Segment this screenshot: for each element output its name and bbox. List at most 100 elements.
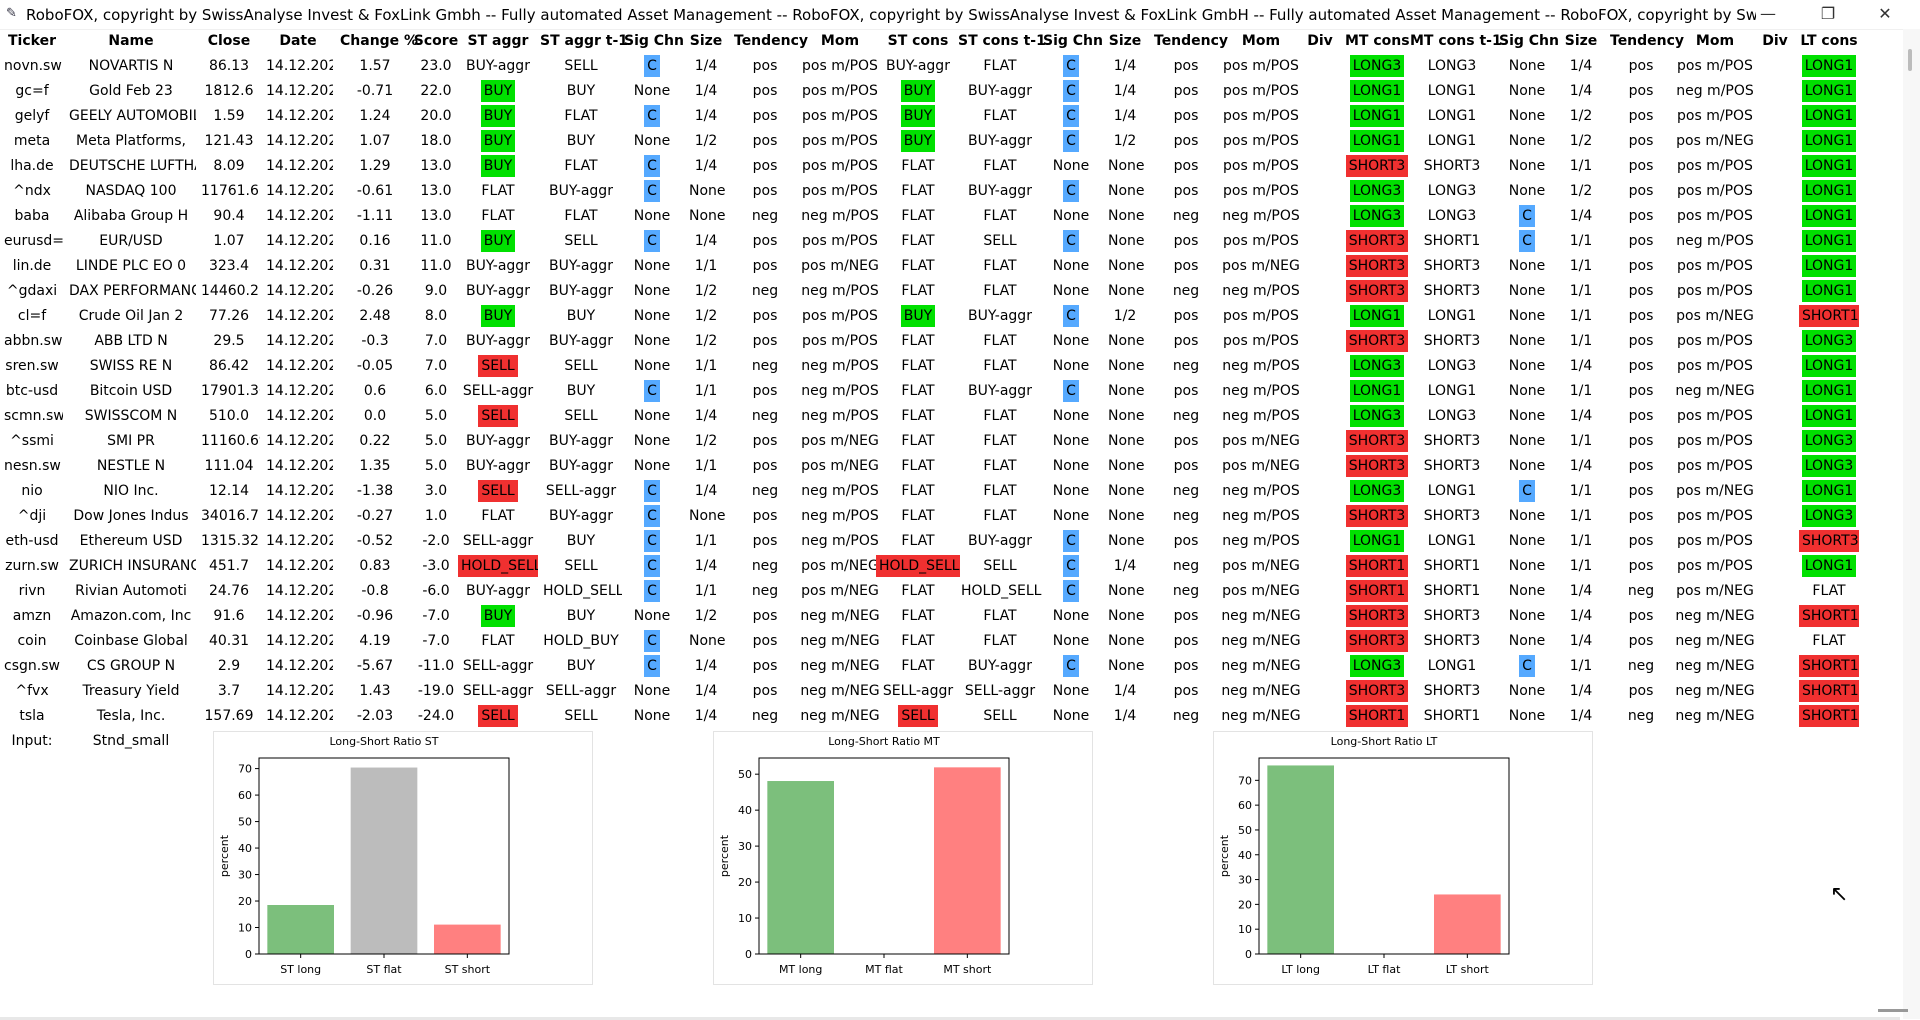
table-row[interactable]: eurusd=xEUR/USD1.0714.12.20220.1611.0BUY… xyxy=(0,229,1900,254)
cell-value: None xyxy=(633,433,671,449)
horizontal-scrollbar[interactable] xyxy=(0,1017,1900,1020)
cell-name: Crude Oil Jan 2 xyxy=(66,304,196,329)
cell-close: 8.09 xyxy=(198,154,260,179)
cell-st-cons-t-1: FLAT xyxy=(958,254,1042,279)
minimize-button[interactable]: — xyxy=(1760,4,1776,23)
cell-value: None xyxy=(1508,133,1546,149)
horizontal-scroll-thumb[interactable] xyxy=(1878,1009,1908,1012)
cell-div xyxy=(1305,504,1335,529)
cell-value: baba xyxy=(14,208,50,224)
cell-div xyxy=(1305,554,1335,579)
cell-value: ^dji xyxy=(17,508,47,524)
cell-size: 1/4 xyxy=(686,654,726,679)
cell-tendency: pos xyxy=(734,304,796,329)
cell-value: FLAT xyxy=(901,508,935,524)
cell-close: 1812.6 xyxy=(198,79,260,104)
cell-value: pos xyxy=(1173,333,1199,349)
cell-value: 1.24 xyxy=(359,108,391,124)
cell-value: pos m/POS xyxy=(802,83,878,99)
cell-mom: pos m/POS xyxy=(1216,54,1306,79)
cell-div xyxy=(1760,479,1790,504)
cell-value: None xyxy=(1508,108,1546,124)
cell-score: 9.0 xyxy=(413,279,459,304)
cell-lt-cons: LONG3 xyxy=(1799,454,1859,479)
cell-st-aggr: FLAT xyxy=(458,179,538,204)
cell-value: novn.sw xyxy=(4,58,62,74)
maximize-button[interactable]: ❐ xyxy=(1820,4,1836,23)
input-value[interactable]: Stnd_small xyxy=(92,733,170,749)
cell-value: BUY xyxy=(480,155,516,177)
cell-value: neg m/POS xyxy=(801,358,879,374)
cell-value: LONG1 xyxy=(1801,255,1857,277)
cell-st-cons-t-1: HOLD_SELL xyxy=(958,579,1042,604)
app-icon: ✎ xyxy=(6,6,17,21)
cell-name: Ethereum USD xyxy=(66,529,196,554)
cell-close: 77.26 xyxy=(198,304,260,329)
cell-value: SHORT3 xyxy=(1423,458,1481,474)
cell-sig-chn: None xyxy=(1499,679,1555,704)
cell-value: sren.sw xyxy=(5,358,59,374)
cell-ticker: ^dji xyxy=(1,504,63,529)
cell-sig-chn: C xyxy=(624,629,680,654)
cell-sig-chn: None xyxy=(1043,629,1099,654)
cell-value: 1/4 xyxy=(1113,683,1137,699)
scroll-thumb[interactable] xyxy=(1908,49,1912,71)
cell-mom: neg m/POS xyxy=(1216,279,1306,304)
cell-value: BUY-aggr xyxy=(549,258,613,274)
input-label: Input: xyxy=(11,733,53,749)
vertical-scrollbar[interactable] xyxy=(1903,29,1920,1019)
y-tick-label: 10 xyxy=(238,922,252,935)
cell-size: 1/4 xyxy=(686,154,726,179)
cell-ticker: amzn xyxy=(1,604,63,629)
cell-value: pos xyxy=(1173,383,1199,399)
cell-size: 1/1 xyxy=(1561,529,1601,554)
cell-value: LONG1 xyxy=(1427,383,1477,399)
cell-value: pos m/POS xyxy=(1677,283,1753,299)
cell-tendency: pos xyxy=(734,654,796,679)
cell-tendency: neg xyxy=(1154,279,1218,304)
cell-close: 1315.32 xyxy=(198,529,260,554)
cell-value: FLAT xyxy=(983,608,1017,624)
cell-st-cons-t-1: SELL xyxy=(958,554,1042,579)
cell-value: pos m/NEG xyxy=(1676,583,1754,599)
cell-sig-chn: None xyxy=(1499,554,1555,579)
cell-mom: neg m/POS xyxy=(795,204,885,229)
cell-st-aggr: BUY-aggr xyxy=(458,579,538,604)
cell-sig-chn: None xyxy=(1499,129,1555,154)
cell-value: -6.0 xyxy=(422,583,450,599)
cell-value: FLAT xyxy=(481,183,515,199)
cell-value: LONG3 xyxy=(1801,330,1857,352)
cell-value: pos m/NEG xyxy=(801,433,879,449)
cell-st-aggr-t-1: HOLD_SELL xyxy=(540,579,622,604)
cell-value: neg m/NEG xyxy=(1675,608,1755,624)
cell-mt-cons-t-1: SHORT3 xyxy=(1410,279,1494,304)
close-button[interactable]: ✕ xyxy=(1878,4,1892,23)
